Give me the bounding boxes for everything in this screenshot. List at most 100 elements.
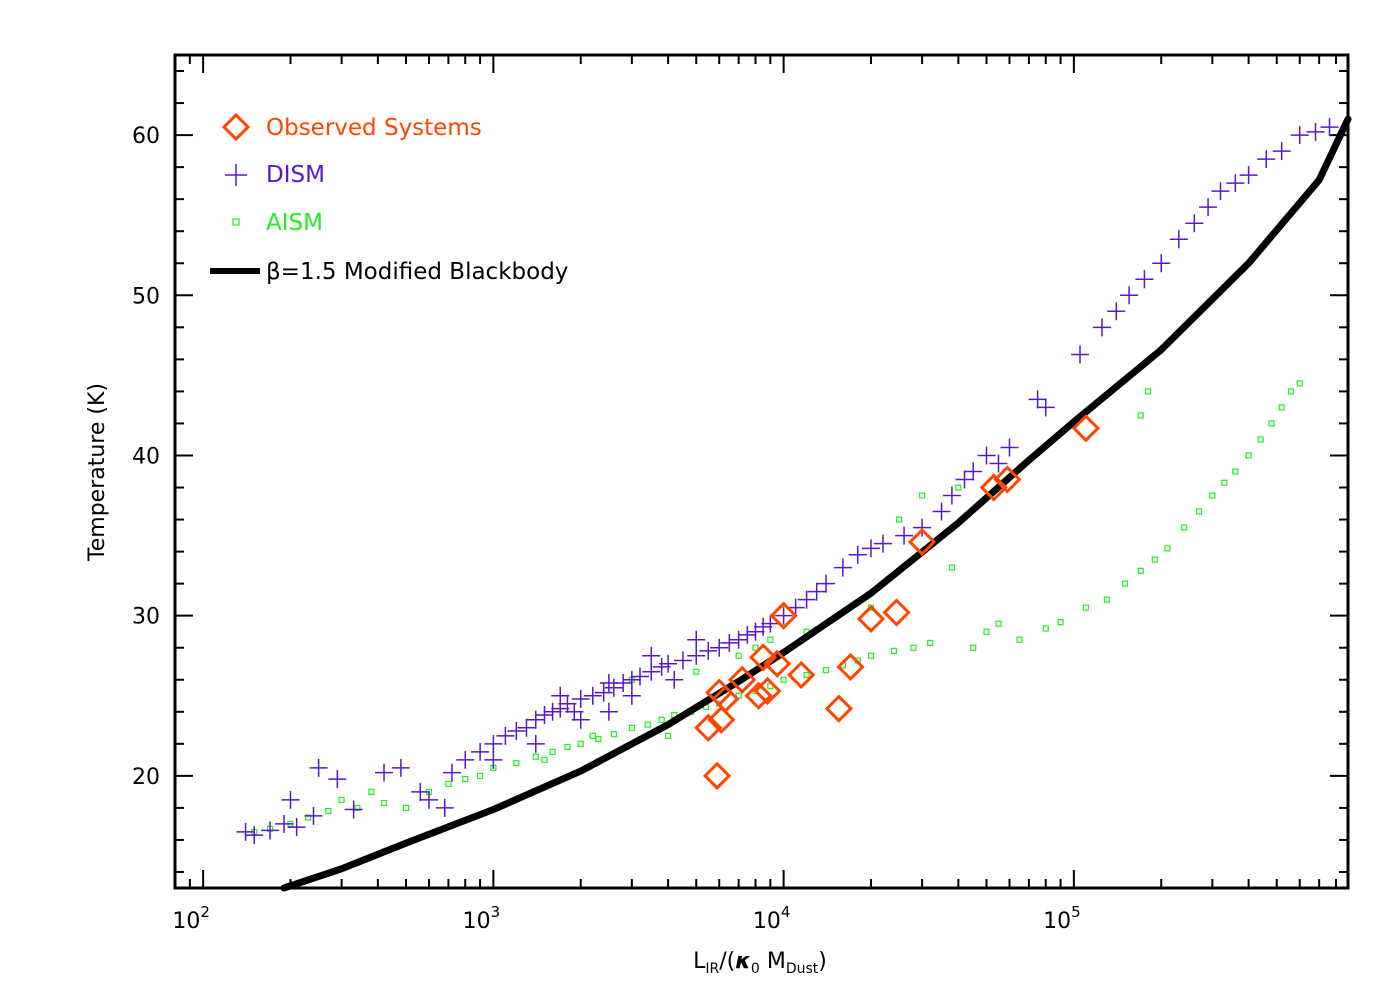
aism-point [1268, 420, 1275, 427]
aism-point [1221, 479, 1228, 486]
y-tick-label: 50 [132, 284, 160, 309]
aism-point [610, 731, 617, 738]
dism-point [419, 790, 438, 809]
dism-point [1257, 150, 1276, 169]
observed-point [882, 598, 911, 627]
dism-point [411, 782, 430, 801]
dism-point [817, 574, 836, 593]
dism-point [604, 678, 623, 697]
observed-point [979, 473, 1008, 502]
dism-point [484, 750, 503, 769]
dism-point [484, 734, 503, 753]
dism-point [245, 826, 264, 845]
aism-point [767, 636, 774, 643]
dism-point [583, 686, 602, 705]
aism-point [541, 756, 548, 763]
dism-point [1036, 398, 1055, 417]
aism-point [780, 676, 787, 683]
dism-point [328, 770, 347, 789]
legend-plus-marker [225, 164, 247, 186]
aism-point [803, 671, 810, 679]
aism-point [1164, 545, 1171, 552]
aism-point [995, 620, 1002, 627]
dism-point [281, 790, 300, 809]
aism-point [1057, 618, 1064, 626]
aism-point [983, 628, 990, 635]
aism-point [380, 799, 388, 807]
dism-point [848, 545, 867, 564]
legend-dism: DISM [225, 162, 325, 188]
aism-point [445, 780, 452, 787]
dism-point [1107, 302, 1126, 321]
aism-point [1137, 567, 1144, 574]
aism-point [1181, 524, 1188, 531]
aism-point [325, 808, 332, 815]
observed-point [744, 681, 773, 710]
legend-aism: AISM [232, 210, 323, 236]
dism-point [1152, 254, 1171, 273]
dism-point [833, 558, 852, 577]
dism-point [807, 582, 826, 601]
dism-point [391, 758, 410, 777]
aism-point [1287, 388, 1295, 395]
aism-point [595, 735, 602, 743]
observed-point [769, 601, 798, 630]
dism-point [659, 654, 678, 673]
dism-point [622, 670, 641, 689]
aism-point [867, 652, 875, 659]
dism-point [287, 818, 306, 837]
dism-point [720, 633, 739, 652]
axis-ticks [174, 55, 1348, 888]
dism-point [1000, 438, 1019, 457]
legend-dism-label: DISM [266, 162, 325, 188]
aism-point [1151, 556, 1158, 563]
dism-point [665, 670, 684, 689]
dism-point [642, 646, 661, 665]
y-axis-title: Temperature (K) [85, 383, 110, 562]
aism-point [822, 667, 830, 674]
aism-point [476, 772, 484, 779]
legend-blackbody: β=1.5 Modified Blackbody [210, 259, 568, 285]
y-tick-label: 30 [132, 605, 160, 630]
dism-point [673, 651, 692, 670]
dism-point [1320, 118, 1339, 137]
aism-point [644, 721, 651, 728]
observed-point [753, 676, 782, 706]
observed-point [707, 705, 736, 734]
x-tick-label: 102 [172, 903, 210, 934]
aism-point [564, 743, 571, 751]
dism-point [932, 502, 951, 521]
aism-point [549, 748, 556, 755]
aism-point [1121, 580, 1129, 587]
aism-point [532, 753, 539, 760]
dism-point [1290, 126, 1309, 145]
dism-point [746, 622, 765, 641]
dism-point [471, 742, 490, 761]
dism-point [496, 726, 515, 745]
dism-point [1239, 166, 1258, 185]
blackbody-curve [280, 115, 1352, 892]
aism-point [955, 484, 962, 491]
aism-point [927, 639, 934, 647]
aism-series [251, 380, 1303, 836]
dism-point [435, 798, 454, 817]
aism-point [735, 652, 742, 659]
aism-point [368, 788, 375, 795]
dism-point [729, 630, 748, 649]
dism-point [964, 462, 983, 481]
aism-point [1209, 492, 1216, 499]
dism-point [754, 617, 773, 636]
dism-point [1226, 174, 1245, 193]
aism-point [1278, 404, 1285, 411]
aism-point [1137, 412, 1144, 419]
blackbody-curve-layer [280, 115, 1352, 892]
y-tick-label: 20 [132, 765, 160, 790]
observed-point [824, 694, 853, 723]
dism-point [942, 486, 961, 505]
legend: Observed Systems DISM AISM β=1.5 Modifie… [210, 112, 568, 285]
dism-point [1169, 230, 1188, 249]
observed-point [711, 684, 740, 714]
dism-point [1120, 286, 1139, 305]
aism-point [1082, 604, 1089, 611]
dism-point [1211, 182, 1230, 201]
